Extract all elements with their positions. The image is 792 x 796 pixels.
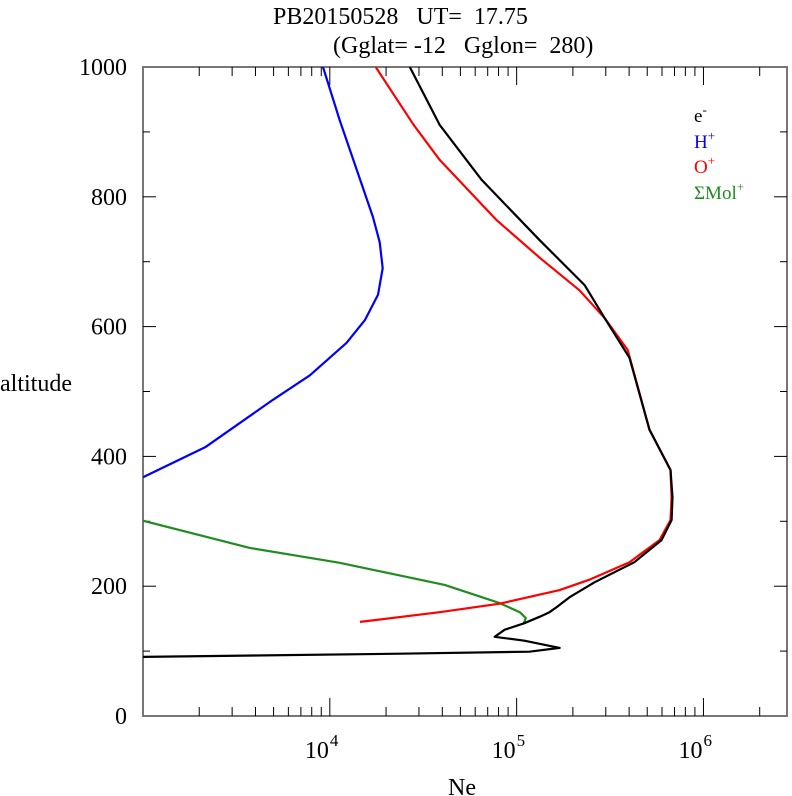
legend-label-superscript: + <box>737 179 744 194</box>
legend-label-base: ΣMol <box>694 183 737 204</box>
legend-label-superscript: - <box>702 102 706 117</box>
series-lines <box>143 67 674 658</box>
x-tick-label-exponent: 4 <box>330 731 339 750</box>
y-axis-label: altitude <box>0 371 72 397</box>
x-tick-label: 10 5 <box>492 731 526 764</box>
legend-label: O+ <box>694 153 715 178</box>
y-tick-label: 0 <box>115 704 127 730</box>
x-axis-label: Ne <box>448 775 476 796</box>
legend-label: e- <box>694 102 707 127</box>
axis-ticks <box>143 67 787 716</box>
legend: e-H+O+ΣMol+ <box>694 102 744 204</box>
legend-label: ΣMol+ <box>694 179 744 204</box>
legend-label: H+ <box>694 128 715 153</box>
x-tick-label-base: 10 <box>492 738 516 764</box>
series-line-h-plus <box>143 67 384 479</box>
y-tick-labels: 0 200 400 600 800 1000 <box>79 55 127 730</box>
legend-label-base: H <box>694 132 708 153</box>
legend-label-base: e <box>694 106 702 127</box>
legend-entry: H+ <box>694 128 715 153</box>
y-tick-label: 200 <box>91 574 127 600</box>
y-tick-label: 600 <box>91 315 127 341</box>
x-tick-labels: 10 4 10 5 10 6 <box>305 731 712 764</box>
legend-label-superscript: + <box>708 153 715 168</box>
y-tick-label: 1000 <box>79 55 127 81</box>
x-tick-label-base: 10 <box>678 738 702 764</box>
legend-entry: e- <box>694 102 707 127</box>
series-line-o-plus <box>359 67 673 623</box>
x-tick-label: 10 4 <box>305 731 339 764</box>
series-line-electron <box>143 67 674 658</box>
legend-entry: ΣMol+ <box>694 179 744 204</box>
legend-entry: O+ <box>694 153 715 178</box>
legend-label-superscript: + <box>708 128 715 143</box>
x-tick-label-exponent: 5 <box>517 731 526 750</box>
plot-frame <box>142 66 788 717</box>
x-tick-label-base: 10 <box>305 738 329 764</box>
chart-subtitle: (Gglat= -12 Gglon= 280) <box>333 33 593 59</box>
y-tick-label: 800 <box>91 185 127 211</box>
x-tick-label: 10 6 <box>678 731 712 764</box>
y-tick-label: 400 <box>91 444 127 470</box>
legend-label-base: O <box>694 157 708 178</box>
x-tick-label-exponent: 6 <box>703 731 712 750</box>
chart-title: PB20150528 UT= 17.75 <box>273 4 528 30</box>
series-line-mol-plus <box>143 519 527 625</box>
